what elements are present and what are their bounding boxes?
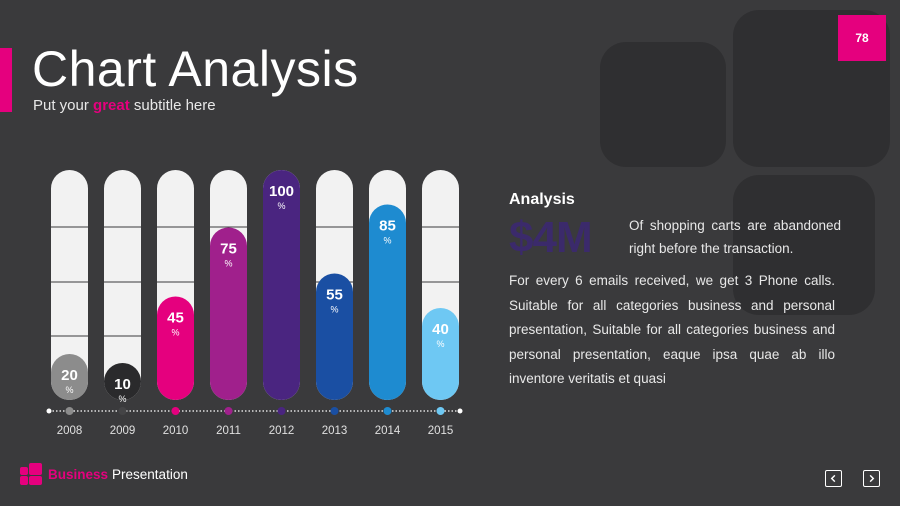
highlight-value: $4M bbox=[509, 213, 593, 262]
value-label: 100 bbox=[269, 183, 294, 200]
unit-label: % bbox=[436, 339, 444, 349]
timeline-dot bbox=[383, 407, 392, 415]
subtitle-suffix: subtitle here bbox=[129, 97, 216, 114]
tick-label: 2014 bbox=[375, 425, 401, 437]
timeline-dot bbox=[171, 407, 180, 415]
unit-label: % bbox=[224, 259, 232, 269]
tick-label: 2012 bbox=[269, 425, 295, 437]
chevron-left-icon bbox=[830, 474, 836, 483]
bar-2011 bbox=[210, 227, 247, 400]
timeline-dot bbox=[65, 407, 74, 415]
title-accent-bar bbox=[0, 48, 12, 112]
brand-rest: Presentation bbox=[112, 466, 188, 482]
unit-label: % bbox=[330, 305, 338, 315]
next-slide-button[interactable] bbox=[863, 470, 880, 487]
brand-footer: Business Presentation bbox=[20, 463, 188, 485]
timeline-dot bbox=[277, 407, 286, 415]
page-title: Chart Analysis bbox=[32, 41, 359, 97]
bar-chart: 20% 10%45%75%100%55%85%40%2008 2009 2010 201… bbox=[46, 170, 463, 437]
tick-label: 2010 bbox=[163, 425, 189, 437]
background-decoration bbox=[600, 42, 726, 167]
unit-label: % bbox=[118, 394, 126, 404]
bar-2010 bbox=[157, 296, 194, 400]
tick-label: 2015 bbox=[428, 425, 454, 437]
timeline-end-dot bbox=[46, 408, 52, 414]
value-label: 45 bbox=[167, 310, 184, 327]
unit-label: % bbox=[65, 385, 73, 395]
highlight-description: Of shopping carts are abandoned right be… bbox=[629, 218, 841, 256]
tick-label: 2013 bbox=[322, 425, 348, 437]
value-label: 85 bbox=[379, 218, 396, 235]
bar-2012 bbox=[263, 170, 300, 400]
value-label: 20 bbox=[61, 367, 78, 384]
page-subtitle: Put your great subtitle here bbox=[33, 97, 216, 114]
bar-2015 bbox=[422, 308, 459, 400]
bar-2013 bbox=[316, 273, 353, 400]
brand-logo-icon bbox=[20, 463, 42, 485]
timeline-end-dot bbox=[457, 408, 463, 414]
timeline-dot bbox=[118, 407, 127, 415]
bar-2009 bbox=[104, 363, 141, 400]
background-decoration bbox=[733, 175, 875, 315]
brand-text: Business Presentation bbox=[48, 467, 188, 482]
tick-label: 2008 bbox=[57, 425, 83, 437]
previous-slide-button[interactable] bbox=[825, 470, 842, 487]
brand-bold: Business bbox=[48, 466, 109, 482]
chevron-right-icon bbox=[869, 474, 875, 483]
unit-label: % bbox=[171, 328, 179, 338]
subtitle-highlight: great bbox=[93, 97, 130, 114]
subtitle-prefix: Put your bbox=[33, 97, 94, 114]
bar-2008 bbox=[51, 354, 88, 400]
timeline-dot bbox=[224, 407, 233, 415]
bar-2014 bbox=[369, 204, 406, 400]
page-number-badge: 78 bbox=[838, 15, 886, 61]
unit-label: % bbox=[383, 236, 391, 246]
value-label: 75 bbox=[220, 241, 237, 258]
value-label: 55 bbox=[326, 287, 343, 304]
unit-label: % bbox=[277, 201, 285, 211]
timeline-dot bbox=[330, 407, 339, 415]
value-label: 10 bbox=[114, 376, 131, 393]
analysis-body-text: For every 6 emails received, we get 3 Ph… bbox=[509, 273, 835, 386]
analysis-heading: Analysis bbox=[509, 191, 575, 208]
tick-label: 2011 bbox=[216, 425, 241, 437]
timeline-dot bbox=[436, 407, 445, 415]
value-label: 40 bbox=[432, 321, 449, 338]
tick-label: 2009 bbox=[110, 425, 136, 437]
